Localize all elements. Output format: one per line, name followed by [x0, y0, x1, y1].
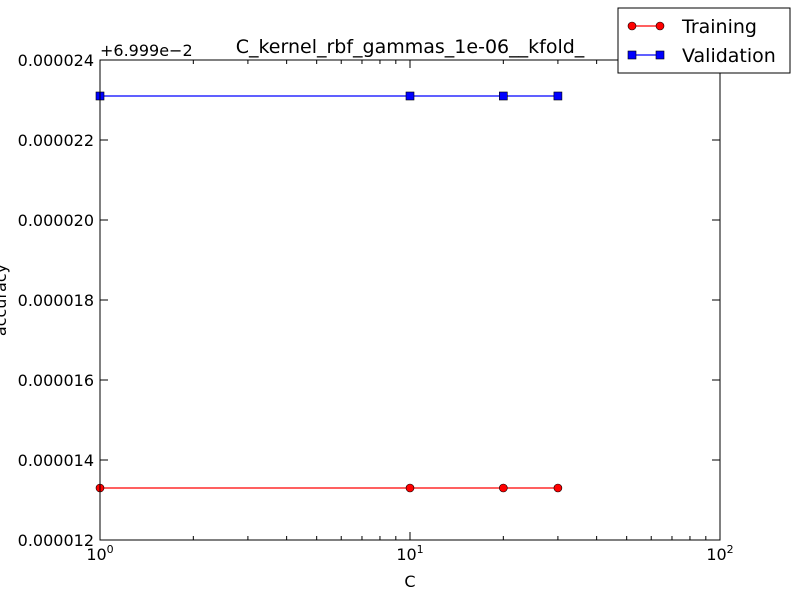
y-axis-label: accuracy [0, 264, 10, 336]
legend-marker [627, 50, 637, 60]
legend: Training Validation [617, 7, 791, 74]
data-point [405, 483, 415, 493]
legend-marker [655, 50, 665, 60]
legend-label: Validation [682, 45, 776, 67]
x-axis-label: C [404, 572, 415, 591]
x-tick-label: 102 [706, 543, 733, 564]
data-point [553, 91, 563, 101]
legend-entry-validation: Validation [627, 45, 776, 67]
data-point [499, 91, 508, 101]
legend-entry-training: Training [627, 16, 757, 38]
y-tick-label: 0.000024 [18, 51, 94, 70]
legend-label: Training [681, 16, 757, 38]
x-axis-ticks: 100 101 102 [86, 60, 734, 564]
y-tick-label: 0.000014 [18, 451, 94, 470]
chart-title: C_kernel_rbf_gammas_1e-06__kfold_ [236, 36, 585, 58]
y-tick-label: 0.000020 [18, 211, 94, 230]
y-axis-ticks: 0.000012 0.000014 0.000016 0.000018 0.000020… [18, 51, 720, 550]
legend-frame [617, 7, 791, 74]
y-tick-label: 0.000022 [18, 131, 94, 150]
series-layer [95, 91, 563, 493]
legend-marker [655, 21, 665, 31]
y-tick-label: 0.000012 [18, 531, 94, 550]
data-point [499, 483, 508, 493]
legend-marker [627, 21, 637, 31]
plot-area [100, 60, 720, 540]
x-tick-label: 100 [86, 543, 113, 564]
series-training [95, 483, 563, 493]
data-point [405, 91, 415, 101]
data-point [553, 483, 563, 493]
y-tick-label: 0.000016 [18, 371, 94, 390]
y-tick-label: 0.000018 [18, 291, 94, 310]
y-offset-label: +6.999e−2 [100, 41, 193, 60]
x-tick-label: 101 [396, 543, 423, 564]
